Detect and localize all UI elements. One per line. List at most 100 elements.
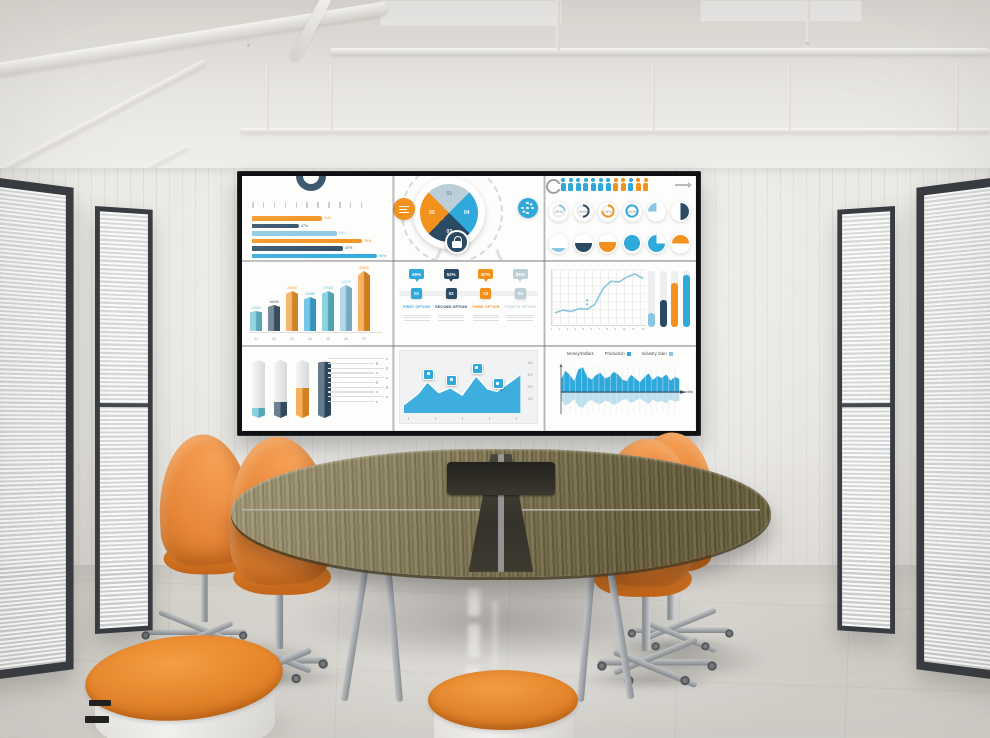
bar-row: 44% bbox=[252, 216, 386, 221]
bar-value-label: 95% bbox=[379, 253, 387, 258]
option-desc-cell bbox=[399, 313, 434, 321]
x-tick-label: 7 bbox=[598, 327, 601, 331]
floor-reflection bbox=[468, 624, 480, 658]
line-chart-svg bbox=[554, 273, 644, 314]
peak-badge-icon bbox=[471, 362, 483, 374]
caster-wheel bbox=[318, 659, 328, 669]
panel-waveform: Money/Dollars Production Industry Gain Mon… bbox=[544, 346, 696, 431]
percent-bubble: 85% bbox=[512, 269, 528, 282]
glass-partition bbox=[95, 206, 153, 634]
panel-quadrant-pie: 01040302 bbox=[393, 176, 545, 261]
column-x-label: 01 bbox=[254, 337, 258, 341]
ceiling-rail bbox=[240, 128, 990, 133]
column: 12000 bbox=[250, 306, 262, 331]
stat-disc bbox=[672, 202, 690, 220]
cable-hub bbox=[447, 461, 555, 496]
axis-tick bbox=[317, 202, 319, 208]
option-label-cell: FOURTH OPTION bbox=[503, 305, 538, 309]
people-pictogram bbox=[560, 178, 649, 191]
option-label-cell: SECOND OPTION bbox=[434, 305, 469, 309]
stat-disc bbox=[647, 234, 665, 252]
bar bbox=[252, 246, 344, 251]
peak-badge-icon bbox=[446, 374, 458, 386]
fill-level bbox=[599, 241, 617, 252]
option-label-cell: THIRD OPTION bbox=[468, 305, 503, 309]
person-icon bbox=[575, 178, 581, 191]
option-label: SECOND OPTION bbox=[435, 305, 468, 309]
video-wall: 44% 37% 63% 76% 67% 95% 01 04 03 02 bbox=[237, 171, 701, 436]
lock-shackle bbox=[454, 236, 463, 243]
desc-line bbox=[403, 317, 430, 319]
glass-partition bbox=[0, 176, 74, 681]
caster-wheel bbox=[597, 661, 607, 671]
step-number: 04 bbox=[514, 288, 526, 299]
column-chart: 12000 16000 28000 22000 27000 32000 45000 bbox=[250, 266, 383, 333]
stat-circle bbox=[645, 200, 667, 222]
column-bar bbox=[304, 297, 316, 331]
person-icon bbox=[635, 178, 641, 191]
desc-line bbox=[507, 314, 534, 316]
waveform-svg bbox=[559, 363, 685, 415]
column-x-label: 04 bbox=[308, 337, 312, 341]
percent-label: 75% bbox=[603, 208, 612, 214]
legend-line bbox=[328, 376, 389, 380]
chart-legend: Money/Dollars Production Industry Gain bbox=[545, 351, 695, 356]
y-tick-label: 200 bbox=[527, 385, 533, 389]
column-bar bbox=[322, 291, 334, 331]
desc-line bbox=[403, 319, 430, 321]
legend-line bbox=[328, 357, 389, 361]
desc-line bbox=[507, 319, 534, 321]
legend-item: Money/Dollars bbox=[566, 351, 594, 356]
glass-partition bbox=[837, 206, 895, 634]
column-value-label: 16000 bbox=[269, 299, 279, 304]
desc-line bbox=[472, 314, 499, 316]
column: 22000 bbox=[304, 292, 316, 331]
person-icon bbox=[568, 178, 574, 191]
caster-wheel bbox=[725, 629, 734, 638]
option-labels: FIRST OPTION SECOND OPTION THIRD OPTION FOU… bbox=[399, 305, 537, 309]
cylinder bbox=[274, 360, 287, 418]
person-icon bbox=[643, 178, 649, 191]
person-icon bbox=[560, 178, 566, 191]
desc-line bbox=[438, 317, 465, 319]
dashboard-screen: 44% 37% 63% 76% 67% 95% 01 04 03 02 bbox=[242, 176, 696, 431]
legend-line bbox=[328, 381, 379, 385]
y-tick-label: 400 bbox=[527, 361, 533, 365]
axis-tick bbox=[360, 202, 363, 208]
bar bbox=[252, 238, 363, 243]
caster-wheel bbox=[239, 631, 248, 640]
percent-bubbles: 65% 52% 67% 85% bbox=[399, 269, 538, 282]
axis-tick bbox=[273, 202, 276, 208]
x-tick bbox=[435, 417, 437, 420]
bar bbox=[252, 223, 299, 228]
legend-line bbox=[328, 390, 379, 394]
stat-circle: 25% bbox=[548, 200, 570, 222]
option-descriptions bbox=[399, 313, 537, 321]
desc-line bbox=[403, 314, 430, 316]
bar-row: 95% bbox=[252, 253, 387, 258]
option-step-cell: 02 bbox=[434, 288, 469, 299]
pie-slice-label: 02 bbox=[429, 210, 435, 216]
option-bubble-cell: 52% bbox=[434, 269, 469, 282]
ceiling-rod bbox=[330, 64, 333, 130]
desc-line bbox=[472, 317, 499, 319]
waveform-chart: Months bbox=[551, 362, 693, 420]
person-icon bbox=[613, 178, 619, 191]
panel-horizontal-bar-chart: 44% 37% 63% 76% 67% 95% bbox=[242, 176, 394, 261]
floor-reflection bbox=[468, 588, 480, 616]
cylinder bbox=[252, 360, 265, 418]
column-bar bbox=[250, 311, 262, 331]
stool-top bbox=[428, 670, 578, 730]
badge-line bbox=[399, 209, 408, 210]
option-bubble-cell: 85% bbox=[503, 269, 538, 282]
bar bbox=[252, 216, 322, 221]
ceiling bbox=[0, 0, 990, 253]
column-x-label: 03 bbox=[290, 337, 294, 341]
progress-track bbox=[671, 271, 679, 327]
column: 32000 bbox=[340, 280, 352, 331]
legend-line bbox=[328, 371, 379, 375]
stat-disc bbox=[672, 234, 690, 252]
badge-line bbox=[399, 212, 410, 213]
x-tick-label: 8 bbox=[606, 327, 608, 331]
fill-level bbox=[550, 247, 568, 252]
